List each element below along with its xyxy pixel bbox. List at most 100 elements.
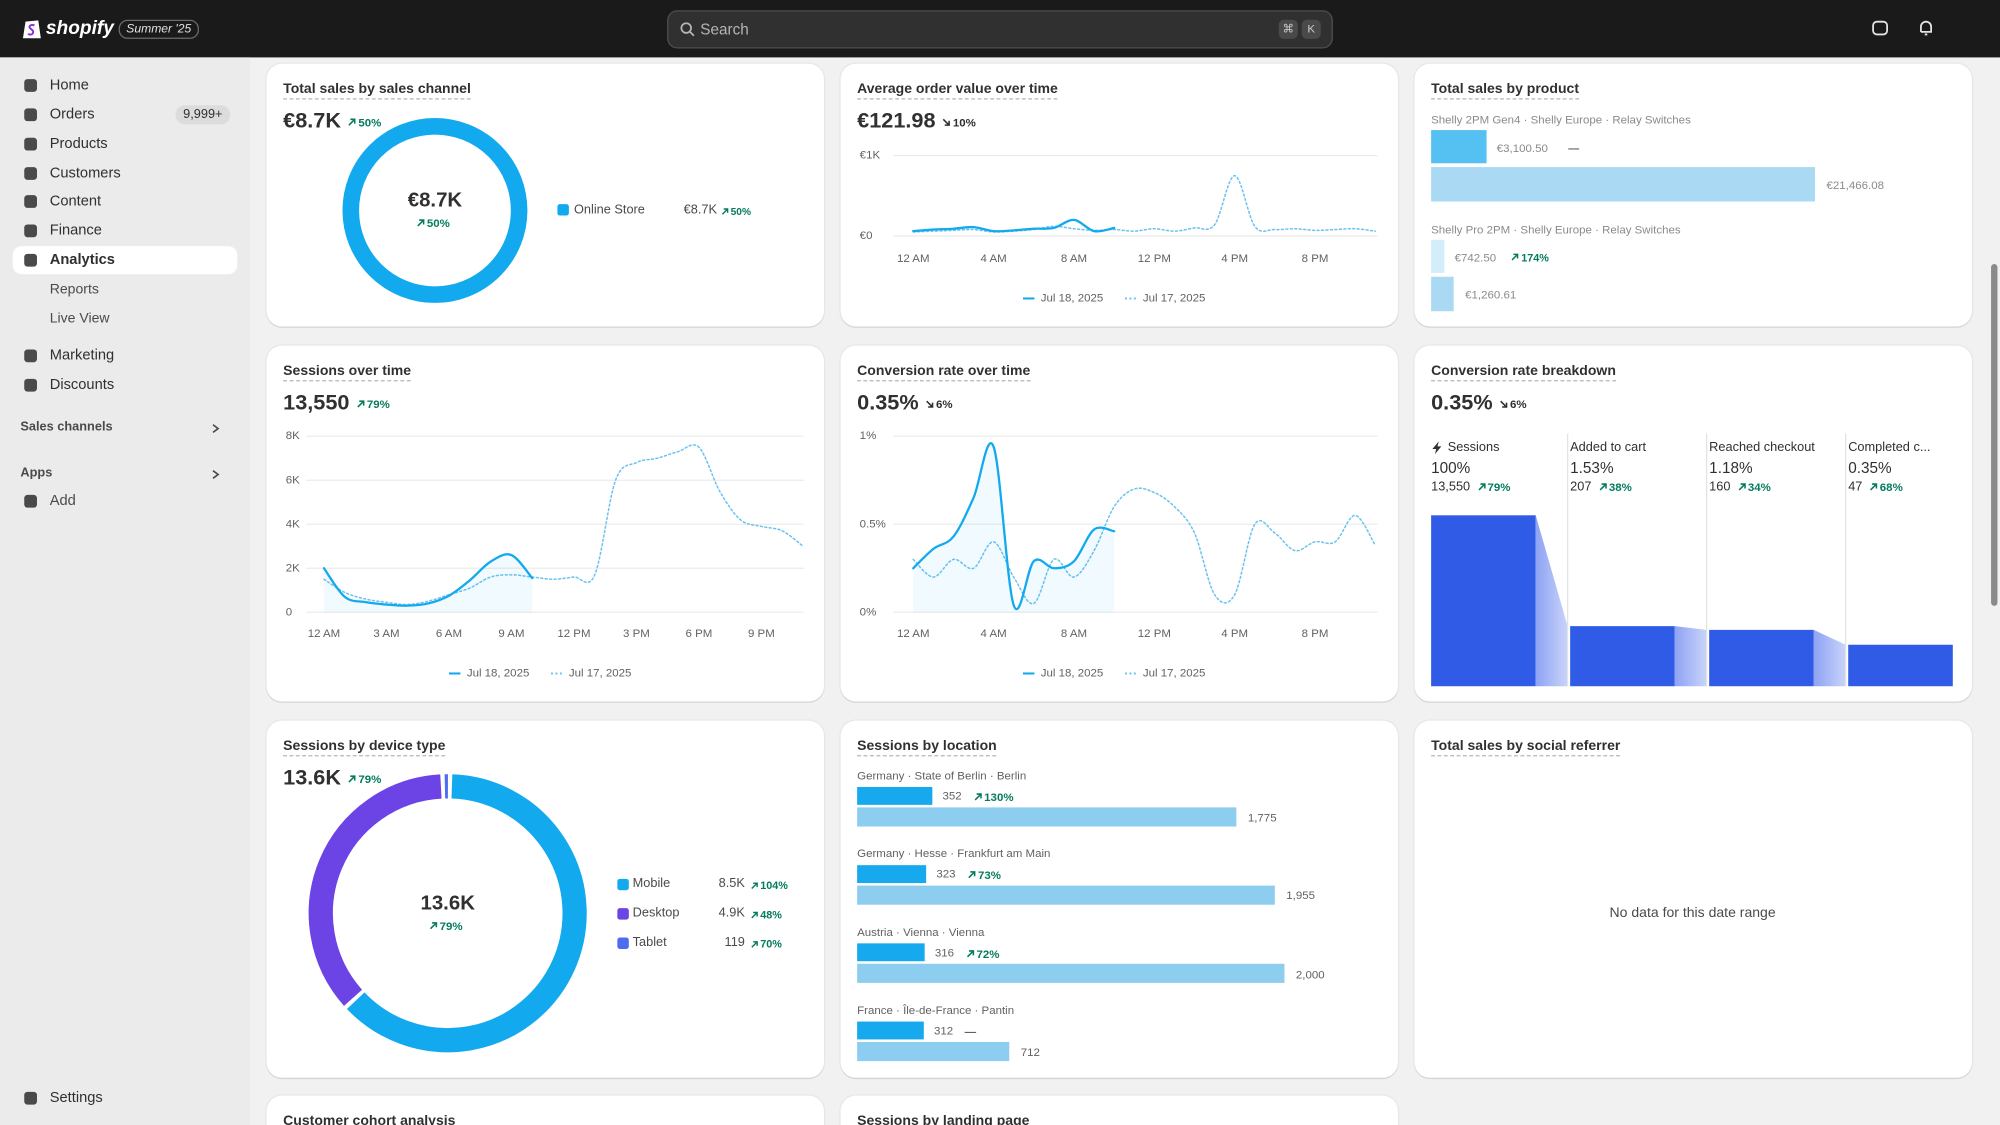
nav-badge: 9,999+ (175, 105, 231, 125)
x-tick-label: 3 PM (623, 628, 650, 640)
card-title: Conversion rate over time (857, 364, 1031, 382)
current-label: €742.50 (1454, 251, 1497, 265)
nav-item[interactable]: Reports (49, 281, 99, 298)
stage-bar (1431, 515, 1536, 687)
change: 70% (750, 937, 782, 950)
change-value: 6% (936, 397, 953, 411)
nav-item[interactable]: Marketing (49, 348, 115, 364)
change: 130% (973, 791, 1014, 804)
change-value: 38% (1608, 480, 1632, 494)
x-tick-label: 8 PM (1302, 628, 1329, 640)
current-label: €3,100.50 (1496, 141, 1548, 155)
y-tick-label: 0 (286, 606, 292, 618)
y-tick-label: 6K (286, 474, 300, 486)
y-tick-label: €0 (860, 230, 873, 242)
nav-item[interactable]: Products (49, 136, 108, 152)
series-line (912, 442, 1116, 610)
card-title: Sessions by landing page (857, 1114, 1029, 1125)
nav-item[interactable]: Add (49, 493, 76, 509)
search-placeholder[interactable]: Search (700, 20, 749, 39)
card-title: Total sales by product (1431, 82, 1580, 100)
legend-value: 119 (724, 935, 745, 950)
nav-item[interactable]: Finance (49, 223, 102, 239)
arrow-icon (348, 118, 356, 126)
legend-name: Tablet (632, 935, 667, 950)
store-icon[interactable] (1871, 19, 1889, 37)
notifications-icon[interactable] (1917, 19, 1935, 37)
current-bar (857, 1021, 924, 1040)
x-tick-label: 4 AM (981, 253, 1007, 265)
legend-label: Jul 18, 2025 (1041, 668, 1104, 680)
search-glass (680, 22, 692, 34)
series-line (912, 487, 1377, 605)
card-title: Sessions by device type (283, 739, 446, 757)
chevron[interactable] (210, 469, 220, 479)
trend-arrow (1500, 400, 1508, 409)
previous-bar (1431, 276, 1454, 312)
card-title: Conversion rate breakdown (1431, 364, 1616, 382)
arrow-icon (943, 118, 951, 127)
nav-item[interactable]: Orders (49, 107, 95, 123)
series-area (323, 554, 533, 613)
change: 48% (750, 908, 782, 921)
x-tick-label: 6 PM (686, 628, 713, 640)
legend-value: €8.7K (683, 203, 718, 218)
nav-icon (24, 79, 37, 92)
nav-icon (24, 494, 37, 508)
card: Total sales by sales channel €8.7K 50% €8.7… (266, 63, 824, 327)
current-bar (857, 865, 927, 884)
stage-rate: 1.53% (1570, 459, 1614, 478)
current-label: 312 (933, 1024, 954, 1037)
change-value: 174% (1521, 251, 1549, 265)
nav-item[interactable]: Settings (49, 1090, 103, 1106)
change: 73% (967, 869, 1001, 882)
nav-icon-shape (24, 378, 37, 392)
trend-arrow (721, 208, 729, 215)
nav-item[interactable]: Analytics (49, 252, 115, 268)
arrow-icon (1870, 483, 1878, 491)
card-title: Average order value over time (857, 82, 1058, 100)
trend-arrow (1477, 483, 1486, 491)
chevron[interactable] (210, 423, 220, 434)
nav-item[interactable]: Sales channels (20, 420, 113, 435)
card-title: Sessions by location (857, 739, 997, 757)
arrow-icon (429, 922, 438, 930)
arrow-icon (1738, 483, 1746, 491)
current-label: 323 (936, 867, 956, 881)
line-chart: 0 2K 4K 6K 8K 12 AM 3 AM 6 AM 9 AM 12 PM 3 PM 6 PM 9… (286, 430, 804, 680)
nav-item[interactable]: Live View (49, 311, 110, 327)
top-bar: shopify Summer '25 Search ⌘ K (0, 0, 2000, 58)
legend-swatch (617, 936, 629, 949)
nav-item[interactable]: Content (49, 193, 102, 210)
nav-item[interactable]: Customers (49, 165, 121, 182)
nav-icon (24, 224, 37, 238)
change-value: 70% (760, 937, 782, 951)
change: — (965, 1025, 976, 1038)
series-area (913, 443, 1115, 613)
current-bar (857, 786, 933, 805)
search-box[interactable]: Search ⌘ K (667, 10, 1333, 49)
nav-item[interactable]: Home (49, 77, 89, 94)
nav-item[interactable]: Apps (20, 466, 53, 481)
stage-count: 13,550 (1431, 480, 1471, 495)
logo (22, 20, 41, 39)
card: Total sales by product Shelly 2PM Gen4 · … (1414, 63, 1972, 327)
nav-selected-bg (12, 246, 238, 275)
donut-center-value: 13.6K (420, 892, 475, 915)
previous-label: 1,955 (1286, 889, 1316, 903)
previous-bar (857, 1041, 1010, 1062)
nav-icon (24, 349, 37, 363)
stage-icon (1432, 441, 1442, 455)
card: Total sales by social referrer No data fo… (1414, 720, 1972, 1078)
chevron-path (212, 424, 220, 434)
nav-icon-shape (24, 79, 37, 92)
arrow-icon (751, 911, 758, 918)
legend-swatch (617, 907, 629, 920)
change-value: 48% (760, 908, 782, 921)
y-tick-label: 0.5% (860, 518, 886, 530)
x-tick-label: 9 PM (748, 628, 775, 640)
x-tick-label: 12 PM (1138, 628, 1171, 640)
nav-item[interactable]: Discounts (49, 377, 115, 393)
trend-arrow (943, 118, 951, 127)
legend-name: Online Store (573, 203, 645, 218)
